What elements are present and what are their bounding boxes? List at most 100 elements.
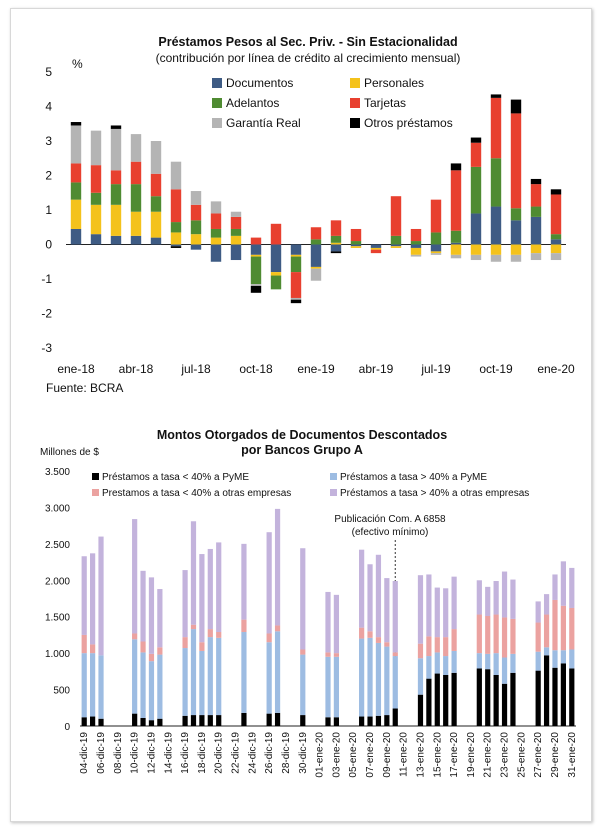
bar-garantia-real-jul-18 [190,191,202,205]
bar-documentos-nov-19 [510,220,522,245]
bar-personales-oct-19 [490,244,502,255]
bar-tarjetas-ene-20 [550,194,562,235]
bar-prestamos-a-tasa-40-a-otras-empresas-29-ene-20 [552,599,558,651]
chart1-legend: Documentos Personales Adelantos Tarjetas Gar… [212,76,453,130]
bar-adelantos-jul-18 [190,220,202,235]
x-tick-label: 01-ene-20 [315,732,326,778]
bar-prestamos-a-tasa-40-a-otras-empresas-06-ene-20 [359,627,365,639]
bar-prestamos-a-tasa-40-a-pyme-31-ene-20 [569,649,575,669]
bar-prestamos-a-tasa-40-a-pyme-09-ene-20 [384,646,390,716]
bar-documentos-ago-19 [450,242,462,245]
bar-prestamos-a-tasa-40-a-pyme-03-ene-20 [333,717,340,726]
bar-prestamos-a-tasa-40-a-otras-empresas-22-ene-20 [493,614,499,654]
bar-prestamos-a-tasa-40-a-otras-empresas-10-ene-20 [392,652,398,657]
bar-prestamos-a-tasa-40-a-pyme-30-ene-20 [560,650,566,664]
bar-prestamos-a-tasa-40-a-otras-empresas-13-ene-20 [417,643,424,659]
bar-prestamos-a-tasa-40-a-otras-empresas-17-dic-19 [190,624,197,630]
bar-prestamos-a-tasa-40-a-otras-empresas-08-ene-20 [375,637,382,643]
bar-personales-mar-19 [350,246,362,248]
bar-prestamos-a-tasa-40-a-pyme-23-ene-20 [501,657,508,684]
y-tick-label: -1 [41,272,52,286]
bar-prestamos-a-tasa-40-a-pyme-29-ene-20 [552,667,558,726]
bar-tarjetas-dic-19 [530,184,542,207]
bar-prestamos-a-tasa-40-a-pyme-06-ene-20 [359,638,365,717]
bar-documentos-ene-20 [550,239,562,245]
bar-tarjetas-jun-18 [170,189,182,223]
bar-prestamos-a-tasa-40-a-otras-empresas-23-ene-20 [501,617,508,658]
bar-documentos-nov-18 [270,244,282,273]
chart2-subtitle: por Bancos Grupo A [241,443,363,457]
legend-swatch-personales [350,78,360,88]
y-tick-label: 2 [45,169,52,183]
bar-prestamos-a-tasa-40-a-otras-empresas-12-dic-19 [148,577,155,654]
legend-label-prestamos-a-tasa-40-a-otras-empresas: Prestamos a tasa < 40% a otras empresas [102,488,291,499]
bar-prestamos-a-tasa-40-a-pyme-27-ene-20 [535,651,541,671]
bar-adelantos-oct-19 [490,158,502,207]
bar-prestamos-a-tasa-40-a-pyme-21-ene-20 [485,669,491,726]
bar-documentos-jun-19 [410,244,422,248]
bar-prestamos-a-tasa-40-a-otras-empresas-20-ene-20 [476,580,482,615]
bar-prestamos-a-tasa-40-a-pyme-26-dic-19 [266,713,272,726]
chart2-annotation: Publicación Com. A 6858 (efectivo mínimo… [334,514,446,538]
bar-prestamos-a-tasa-40-a-otras-empresas-16-ene-20 [443,637,449,657]
bar-tarjetas-feb-18 [90,165,102,193]
legend-label-documentos: Documentos [226,76,293,90]
x-tick-label: 07-ene-20 [365,732,376,778]
bar-documentos-jun-18 [170,244,182,247]
y-tick-label: 5 [45,65,52,79]
bar-tarjetas-jul-19 [430,199,442,233]
bar-prestamos-a-tasa-40-a-otras-empresas-13-ene-20 [417,575,424,644]
legend-swatch-adelantos [212,98,222,108]
x-tick-label: 16-dic-19 [180,732,191,774]
bar-prestamos-a-tasa-40-a-pyme-02-ene-20 [325,717,331,726]
bar-prestamos-a-tasa-40-a-pyme-02-ene-20 [325,656,331,718]
bar-prestamos-a-tasa-40-a-pyme-06-dic-19 [98,718,104,726]
bar-prestamos-a-tasa-40-a-pyme-27-ene-20 [535,670,541,726]
bar-adelantos-ago-19 [450,230,462,243]
bar-prestamos-a-tasa-40-a-otras-empresas-19-dic-19 [207,629,213,638]
bar-garantia-real-feb-18 [90,130,102,166]
bar-prestamos-a-tasa-40-a-pyme-10-dic-19 [132,713,138,726]
x-tick-label: 11-ene-20 [399,732,410,777]
bar-prestamos-a-tasa-40-a-otras-empresas-10-ene-20 [392,581,398,653]
bar-prestamos-a-tasa-40-a-otras-empresas-26-dic-19 [266,532,272,634]
bar-adelantos-mar-18 [110,184,122,205]
bar-adelantos-jun-18 [170,222,182,233]
chart1-source: Fuente: BCRA [46,381,123,395]
bar-prestamos-a-tasa-40-a-otras-empresas-02-ene-20 [325,591,331,653]
bar-prestamos-a-tasa-40-a-pyme-04-dic-19 [81,653,87,718]
bar-garantia-real-ene-19 [310,268,322,281]
bar-garantia-real-nov-19 [510,254,522,262]
bar-garantia-real-sep-19 [470,254,482,261]
bar-otros-prestamos-mar-18 [110,125,122,129]
x-tick-label: 28-dic-19 [281,732,292,774]
bar-adelantos-jun-19 [410,241,422,245]
x-tick-label: 24-dic-19 [247,732,258,774]
bar-prestamos-a-tasa-40-a-otras-empresas-30-ene-20 [560,605,566,651]
bar-prestamos-a-tasa-40-a-otras-empresas-10-dic-19 [132,519,138,634]
bar-prestamos-a-tasa-40-a-otras-empresas-16-dic-19 [182,637,188,649]
y-tick-label: 3 [45,134,52,148]
bar-prestamos-a-tasa-40-a-otras-empresas-14-ene-20 [426,636,432,657]
bar-tarjetas-may-19 [390,196,402,236]
bar-garantia-real-may-18 [150,141,162,174]
bar-adelantos-mar-19 [350,241,362,245]
bar-otros-prestamos-dic-19 [530,178,542,185]
legend-label-prestamos-a-tasa-40-a-otras-empresas: Préstamos a tasa > 40% a otras empresas [340,488,529,499]
bar-prestamos-a-tasa-40-a-otras-empresas-17-ene-20 [451,629,457,651]
x-tick-label: ene-18 [57,362,95,376]
legend-swatch-documentos [212,78,222,88]
bar-personales-nov-18 [270,272,282,276]
bar-prestamos-a-tasa-40-a-otras-empresas-09-ene-20 [384,578,390,643]
legend-label-adelantos: Adelantos [226,96,279,110]
bar-prestamos-a-tasa-40-a-otras-empresas-16-dic-19 [182,570,188,638]
bar-prestamos-a-tasa-40-a-pyme-31-ene-20 [569,668,575,726]
bar-prestamos-a-tasa-40-a-otras-empresas-21-ene-20 [485,615,491,654]
bar-prestamos-a-tasa-40-a-otras-empresas-13-dic-19 [157,647,163,655]
bar-adelantos-ene-19 [310,239,322,245]
bar-prestamos-a-tasa-40-a-pyme-23-dic-19 [241,712,247,726]
chart1-title: Préstamos Pesos al Sec. Priv. - Sin Esta… [158,35,457,49]
y-tick-label: 1.000 [45,649,70,660]
bar-personales-sep-19 [470,244,482,255]
chart2-x-ticks: 04-dic-19 06-dic-19 08-dic-19 10-dic-19 12-d… [79,732,578,778]
